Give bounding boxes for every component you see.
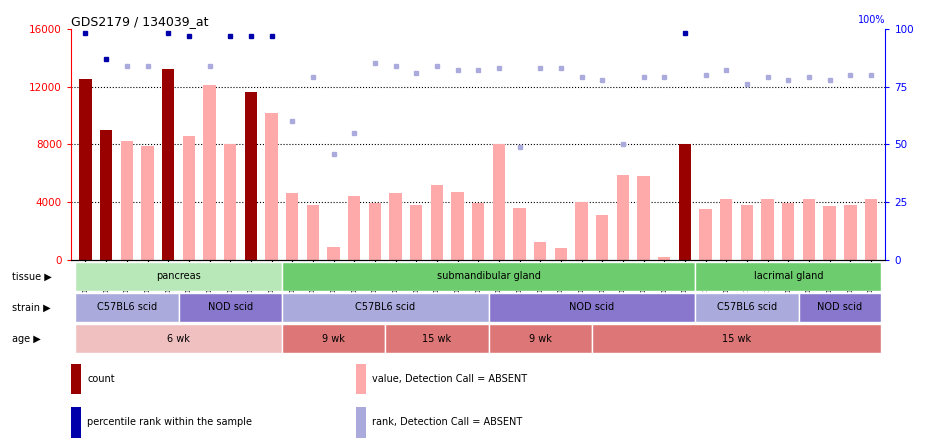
Bar: [637, 176, 650, 260]
Bar: [695, 262, 882, 291]
Bar: [700, 209, 712, 260]
Bar: [356, 364, 366, 394]
Bar: [489, 293, 695, 322]
Text: strain ▶: strain ▶: [12, 302, 51, 313]
Bar: [534, 242, 546, 260]
Bar: [679, 144, 691, 260]
Bar: [179, 293, 282, 322]
Bar: [204, 85, 216, 260]
Bar: [761, 199, 774, 260]
Bar: [368, 203, 381, 260]
Bar: [286, 194, 298, 260]
Text: rank, Detection Call = ABSENT: rank, Detection Call = ABSENT: [372, 417, 523, 428]
Bar: [741, 205, 753, 260]
Bar: [75, 324, 282, 353]
Bar: [410, 205, 422, 260]
Bar: [385, 324, 489, 353]
Text: C57BL6 scid: C57BL6 scid: [97, 302, 157, 313]
Bar: [596, 215, 609, 260]
Bar: [389, 194, 402, 260]
Bar: [844, 205, 856, 260]
Bar: [513, 208, 526, 260]
Text: 100%: 100%: [858, 16, 885, 25]
Bar: [824, 206, 836, 260]
Text: NOD scid: NOD scid: [569, 302, 615, 313]
Bar: [265, 112, 277, 260]
Text: pancreas: pancreas: [156, 271, 201, 281]
Bar: [120, 141, 133, 260]
Bar: [75, 262, 282, 291]
Text: GDS2179 / 134039_at: GDS2179 / 134039_at: [71, 15, 208, 28]
Bar: [282, 324, 385, 353]
Text: age ▶: age ▶: [12, 333, 41, 344]
Text: count: count: [87, 374, 115, 384]
Bar: [162, 69, 174, 260]
Text: submandibular gland: submandibular gland: [437, 271, 541, 281]
Text: C57BL6 scid: C57BL6 scid: [717, 302, 777, 313]
Bar: [224, 143, 237, 260]
Bar: [348, 196, 361, 260]
Text: percentile rank within the sample: percentile rank within the sample: [87, 417, 252, 428]
Text: 15 wk: 15 wk: [422, 333, 452, 344]
Bar: [658, 257, 670, 260]
Bar: [803, 199, 815, 260]
Text: tissue ▶: tissue ▶: [12, 271, 52, 281]
Bar: [492, 144, 505, 260]
Bar: [71, 407, 80, 437]
Bar: [183, 136, 195, 260]
Bar: [431, 185, 443, 260]
Text: NOD scid: NOD scid: [817, 302, 863, 313]
Bar: [141, 146, 153, 260]
Bar: [720, 199, 732, 260]
Bar: [489, 324, 592, 353]
Text: NOD scid: NOD scid: [207, 302, 253, 313]
Text: 9 wk: 9 wk: [322, 333, 345, 344]
Bar: [472, 203, 485, 260]
Bar: [798, 293, 882, 322]
Text: lacrimal gland: lacrimal gland: [754, 271, 823, 281]
Bar: [356, 407, 366, 437]
Bar: [100, 130, 113, 260]
Bar: [782, 203, 795, 260]
Bar: [75, 293, 179, 322]
Text: 15 wk: 15 wk: [722, 333, 751, 344]
Bar: [616, 174, 629, 260]
Bar: [328, 247, 340, 260]
Bar: [695, 293, 798, 322]
Bar: [865, 199, 877, 260]
Bar: [244, 92, 257, 260]
Bar: [307, 205, 319, 260]
Text: 6 wk: 6 wk: [167, 333, 190, 344]
Bar: [80, 79, 92, 260]
Bar: [71, 364, 80, 394]
Text: C57BL6 scid: C57BL6 scid: [355, 302, 416, 313]
Bar: [592, 324, 882, 353]
Text: value, Detection Call = ABSENT: value, Detection Call = ABSENT: [372, 374, 527, 384]
Bar: [576, 202, 588, 260]
Bar: [452, 192, 464, 260]
Text: 9 wk: 9 wk: [528, 333, 552, 344]
Bar: [282, 293, 489, 322]
Bar: [282, 262, 695, 291]
Bar: [555, 248, 567, 260]
